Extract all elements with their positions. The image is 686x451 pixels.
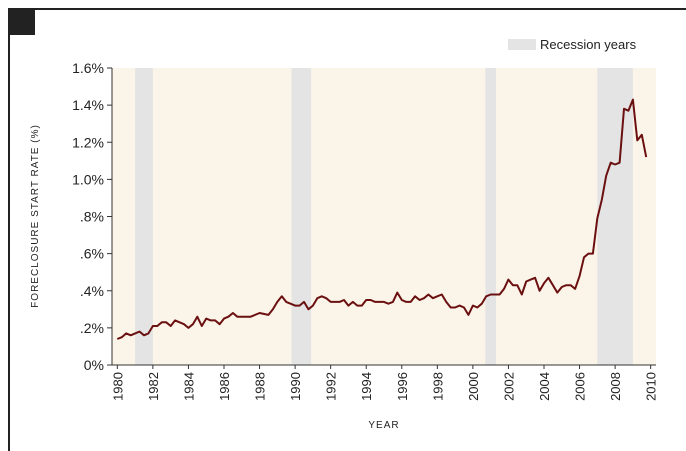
x-axis-label: YEAR <box>368 420 399 431</box>
corner-block <box>8 8 35 35</box>
y-tick-label: .8% <box>80 209 104 225</box>
y-tick-label: 1.2% <box>72 134 104 150</box>
y-tick-label: 1.0% <box>72 171 104 187</box>
recession-band <box>597 68 633 365</box>
y-tick-label: 1.4% <box>72 97 104 113</box>
x-tick-label: 1980 <box>110 372 125 401</box>
x-tick-label: 2010 <box>644 372 659 401</box>
legend-label: Recession years <box>540 37 637 52</box>
x-tick-label: 1988 <box>253 372 268 401</box>
x-tick-label: 1984 <box>181 372 196 401</box>
y-tick-label: .2% <box>80 320 104 336</box>
x-tick-label: 2006 <box>573 372 588 401</box>
x-tick-label: 1990 <box>288 372 303 401</box>
x-tick-label: 1994 <box>359 372 374 401</box>
y-axis-label: FORECLOSURE START RATE (%) <box>30 124 41 308</box>
x-tick-label: 2000 <box>466 372 481 401</box>
x-tick-label: 2004 <box>537 372 552 401</box>
recession-band <box>485 68 496 365</box>
x-tick-label: 2002 <box>501 372 516 401</box>
y-tick-label: 0% <box>84 357 104 373</box>
recession-band <box>291 68 312 365</box>
plot-area <box>112 68 656 365</box>
x-tick-label: 1982 <box>146 372 161 401</box>
legend-swatch <box>508 39 536 50</box>
x-tick-label: 1998 <box>430 372 445 401</box>
data-line <box>116 98 648 340</box>
y-tick-label: .6% <box>80 246 104 262</box>
x-tick-label: 1986 <box>217 372 232 401</box>
x-tick-label: 1996 <box>395 372 410 401</box>
y-tick-label: .4% <box>80 283 104 299</box>
y-tick-label: 1.6% <box>72 60 104 76</box>
recession-band <box>135 68 153 365</box>
x-tick-label: 2008 <box>608 372 623 401</box>
x-tick-label: 1992 <box>324 372 339 401</box>
